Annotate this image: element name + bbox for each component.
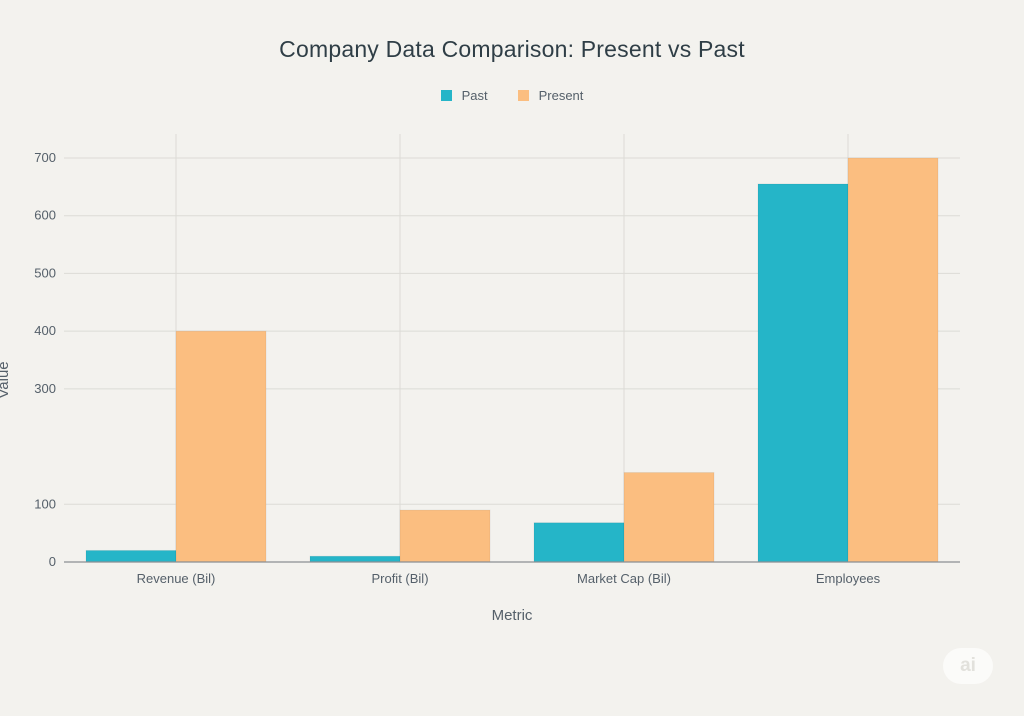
bar-past-2 xyxy=(533,522,625,563)
y-tick-label: 100 xyxy=(34,496,56,511)
x-tick-label: Market Cap (Bil) xyxy=(577,571,671,586)
legend: Past Present xyxy=(0,88,1024,103)
chart-title: Company Data Comparison: Present vs Past xyxy=(279,36,745,62)
x-axis-title: Metric xyxy=(492,607,533,624)
x-tick-label: Revenue (Bil) xyxy=(137,571,216,586)
bar-present-0 xyxy=(175,330,267,563)
bar-present-3 xyxy=(847,157,939,563)
y-tick-label: 600 xyxy=(34,208,56,223)
y-tick-label: 300 xyxy=(34,381,56,396)
y-axis-title: Value xyxy=(0,361,12,398)
x-tick-label: Profit (Bil) xyxy=(371,571,428,586)
bar-past-3 xyxy=(757,183,849,563)
watermark-logo: ai xyxy=(943,648,993,684)
legend-swatch-past xyxy=(440,90,452,101)
x-tick-label: Employees xyxy=(816,571,881,586)
y-tick-label: 0 xyxy=(49,554,56,569)
bar-past-0 xyxy=(85,549,177,563)
legend-label-present: Present xyxy=(538,88,584,103)
y-tick-label: 500 xyxy=(34,265,56,280)
legend-swatch-present xyxy=(517,90,529,101)
bar-present-1 xyxy=(399,509,491,563)
bar-present-2 xyxy=(623,472,715,563)
bars xyxy=(85,157,939,563)
legend-item-present: Present xyxy=(517,88,584,103)
legend-item-past: Past xyxy=(440,88,488,103)
bar-past-1 xyxy=(309,555,401,563)
legend-label-past: Past xyxy=(461,88,488,103)
axes: 0 100 300 400 500 600 700 Revenue (Bil) Profit (… xyxy=(34,150,960,586)
y-tick-label: 400 xyxy=(34,323,56,338)
y-tick-label: 700 xyxy=(34,150,56,165)
